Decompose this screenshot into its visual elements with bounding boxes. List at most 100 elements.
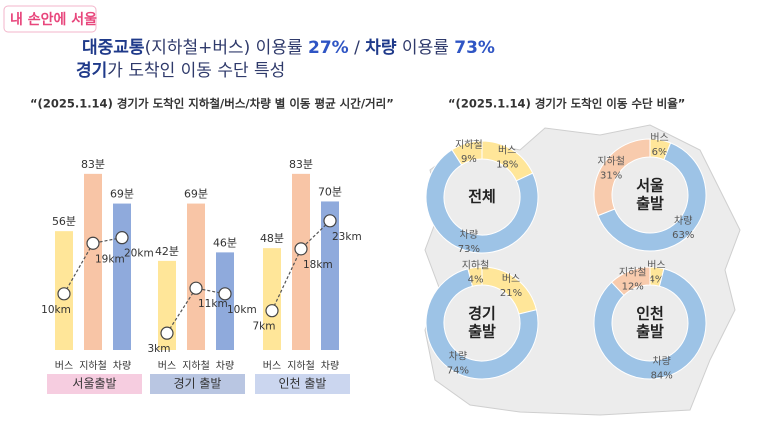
logo-box [3, 5, 97, 33]
distance-label: 19km [95, 253, 125, 265]
mode-label: 버스 [158, 360, 176, 372]
donut-center-label: 출발 [468, 323, 496, 341]
title-span: 이용률 [397, 38, 455, 58]
distance-point [115, 231, 129, 245]
distance-label: 20km [124, 248, 154, 260]
segment-value: 4% [648, 274, 664, 285]
segment-value: 9% [461, 154, 477, 165]
segment-value: 12% [622, 281, 644, 292]
bar [84, 173, 102, 350]
group-box [150, 374, 245, 394]
bar-value-label: 56분 [52, 215, 76, 228]
group-box [255, 374, 350, 394]
mode-label: 지하철 [182, 359, 210, 372]
donut-center-label: 서울 [636, 177, 664, 195]
donut-segment [597, 142, 707, 252]
title-span: 대중교통 [82, 38, 145, 58]
segment-name: 버스 [502, 273, 520, 285]
donut-segment [467, 266, 483, 287]
donut-segment [451, 140, 483, 166]
donut-segment [610, 266, 651, 297]
distance-point [189, 281, 203, 295]
distance-point [323, 214, 337, 228]
bar [187, 203, 205, 350]
segment-name: 차량 [652, 356, 670, 368]
donut-center-label: 경기 [468, 305, 496, 323]
segment-name: 버스 [647, 259, 665, 271]
segment-name: 차량 [674, 215, 692, 227]
bar [263, 248, 281, 350]
segment-name: 지하철 [619, 265, 647, 278]
segment-name: 차량 [449, 350, 467, 362]
distance-label: 10km [227, 304, 257, 316]
bar-value-label: 70분 [318, 185, 342, 198]
distance-point [57, 287, 71, 301]
segment-value: 73% [458, 244, 480, 255]
segment-value: 31% [600, 171, 622, 182]
title-line: 경기가 도착인 이동 수단 특성 [76, 61, 285, 81]
group-label: 경기 출발 [174, 377, 222, 391]
bar [216, 252, 234, 350]
donut-segment [425, 149, 539, 254]
distance-line [63, 237, 123, 295]
segment-name: 지하철 [462, 258, 490, 271]
distance-line [166, 287, 226, 334]
bar-value-label: 69분 [184, 188, 208, 201]
title-line: 대중교통(지하철+버스) 이용률 27% / 차량 이용률 73% [82, 38, 495, 58]
title-span: 73% [454, 38, 495, 58]
bar [321, 201, 339, 350]
mode-label: 차량 [321, 360, 339, 372]
segment-value: 18% [496, 159, 518, 170]
segment-name: 버스 [650, 132, 668, 144]
group-label: 인천 출발 [279, 376, 327, 391]
donut-center-label: 전체 [468, 188, 496, 206]
bar [158, 260, 176, 350]
bar-value-label: 83분 [81, 158, 105, 171]
segment-name: 차량 [460, 229, 478, 241]
title-span: 경기 [76, 61, 107, 81]
distance-label: 10km [41, 304, 71, 316]
distance-point [86, 236, 100, 250]
distance-label: 11km [198, 298, 228, 310]
bar [292, 173, 310, 350]
donut-segment [593, 138, 651, 217]
segment-value: 6% [652, 147, 668, 158]
group-box [47, 374, 142, 394]
distance-label: 3km [148, 343, 171, 355]
segment-name: 지하철 [455, 138, 483, 151]
distance-point [160, 326, 174, 340]
donut-center-label: 인천 [636, 305, 664, 323]
title-span: (지하철+버스) 이용률 [145, 38, 308, 58]
title-span: 가 도착인 이동 수단 특성 [107, 61, 285, 81]
bar-value-label: 42분 [155, 245, 179, 258]
segment-name: 지하철 [597, 155, 625, 168]
donut-center-label: 출발 [636, 195, 664, 213]
title-span: 차량 [365, 38, 397, 58]
logo: 내 손안에 서울 [10, 11, 97, 28]
mode-label: 차량 [113, 360, 131, 372]
segment-value: 63% [672, 230, 694, 241]
distance-line [271, 220, 331, 311]
distance-label: 18km [303, 259, 333, 271]
bar-value-label: 83분 [289, 158, 313, 171]
chart-title: “(2025.1.14) 경기가 도착인 지하철/버스/차량 별 이동 평균 시… [30, 97, 394, 111]
distance-label: 7km [253, 321, 276, 333]
segment-value: 84% [651, 371, 673, 382]
distance-point [265, 304, 279, 318]
mode-label: 버스 [55, 360, 73, 372]
segment-name: 버스 [498, 144, 516, 156]
donut-center-label: 출발 [636, 323, 664, 341]
mode-label: 지하철 [287, 359, 315, 372]
mode-label: 지하철 [79, 359, 107, 372]
title-span: 27% [308, 38, 349, 58]
distance-point [294, 242, 308, 256]
segment-value: 4% [468, 274, 484, 285]
distance-label: 23km [332, 231, 362, 243]
segment-value: 21% [500, 288, 522, 299]
distance-point [218, 287, 232, 301]
segment-value: 74% [447, 365, 469, 376]
bar-value-label: 69분 [110, 188, 134, 201]
bar-value-label: 48분 [260, 232, 284, 245]
bar-value-label: 46분 [213, 236, 237, 249]
